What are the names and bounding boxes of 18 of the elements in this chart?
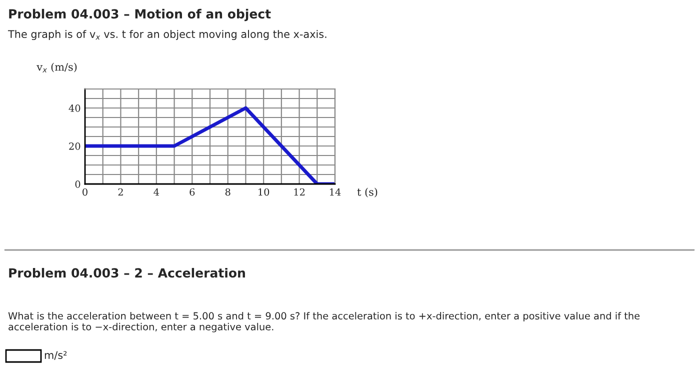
chart-subtitle: The graph is of v$_{x}$ vs. t for an object moving along the x-axis. xyxy=(8,30,326,40)
x-tick-label: 0 xyxy=(82,188,88,196)
y-tick-label: 0 xyxy=(75,180,80,188)
x-tick-label: 4 xyxy=(154,188,160,196)
x-tick-label: 2 xyxy=(118,188,123,196)
text: m/s² xyxy=(44,351,67,360)
text: Problem 04.003 – 2 – Acceleration xyxy=(9,268,245,278)
chart-title: Problem 04.003 – Motion of an object xyxy=(9,8,271,22)
x-axis-title: t (s) xyxy=(357,188,378,198)
x-tick-label: 14 xyxy=(330,188,341,196)
x-tick-label: 12 xyxy=(294,188,305,196)
x-tick-label: 8 xyxy=(225,188,230,196)
y-axis-title: v$_{x}$ (m/s) xyxy=(36,62,77,72)
x-tick-label: 10 xyxy=(258,188,270,196)
text: What is the acceleration between t = 5.00 s and t = 9.00 s? If the acceleration is to +x-direction, enter a positive value and if the acceleration is to −x-direction, enter a negative value. xyxy=(8,312,640,332)
x-tick-label: 6 xyxy=(190,188,195,196)
y-tick-label: 20 xyxy=(69,142,80,150)
y-tick-label: 40 xyxy=(68,104,80,112)
